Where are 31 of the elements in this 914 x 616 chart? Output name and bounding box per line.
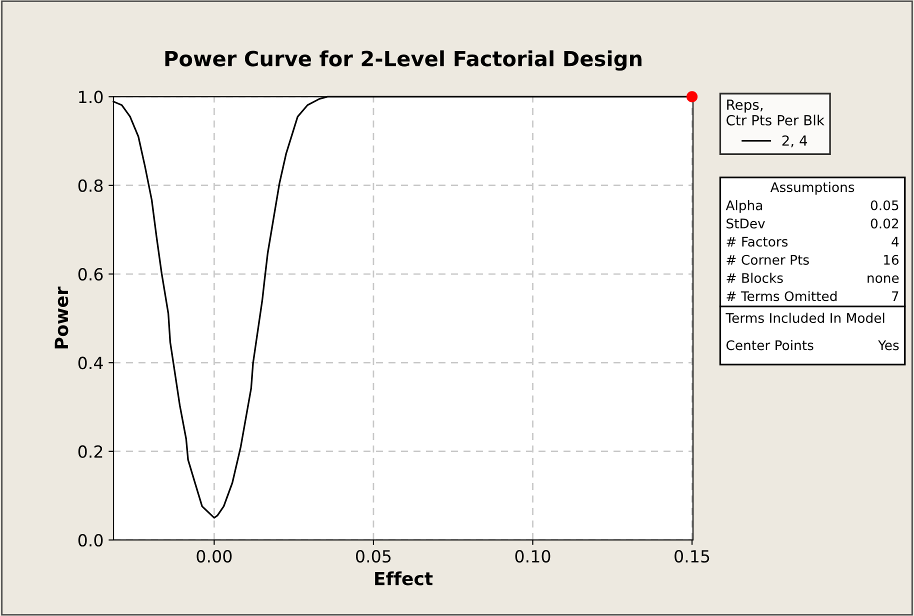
legend-title: Reps, Ctr Pts Per Blk xyxy=(726,100,824,126)
text: StDev xyxy=(726,218,765,228)
text: # Terms Omitted xyxy=(726,290,837,302)
x-tick-label: 0.00 xyxy=(196,550,232,563)
text: 0.02 xyxy=(870,218,898,228)
chart-title: Power Curve for 2-Level Factorial Design xyxy=(165,50,642,71)
y-tick-label: 0.0 xyxy=(78,534,103,547)
y-tick-label: 0.8 xyxy=(78,179,103,192)
text: Assumptions xyxy=(770,182,854,195)
text: none xyxy=(868,275,899,283)
legend-label: 2, 4 xyxy=(782,135,808,148)
x-axis-title: Effect xyxy=(375,571,433,586)
y-tick-label: 1.0 xyxy=(79,90,103,104)
x-tick-label: 0.10 xyxy=(515,550,550,563)
text: Yes xyxy=(878,340,899,350)
text: # Blocks xyxy=(726,272,783,283)
y-axis-title: Power xyxy=(54,286,68,348)
text: Alpha xyxy=(726,200,762,213)
text: 16 xyxy=(884,254,899,265)
text: Center Points xyxy=(726,340,814,350)
text: # Corner Pts xyxy=(726,254,809,265)
text: Terms Included In Model xyxy=(726,312,884,323)
x-tick-label: 0.05 xyxy=(356,550,391,563)
y-tick-label: 0.4 xyxy=(78,356,103,370)
y-tick-label: 0.2 xyxy=(78,445,102,458)
x-tick-label: 0.15 xyxy=(674,550,710,563)
text: 4 xyxy=(892,236,899,246)
text: 7 xyxy=(892,291,898,301)
y-tick-label: 0.6 xyxy=(78,268,103,281)
text: 0.05 xyxy=(870,200,898,210)
text: # Factors xyxy=(726,236,788,247)
